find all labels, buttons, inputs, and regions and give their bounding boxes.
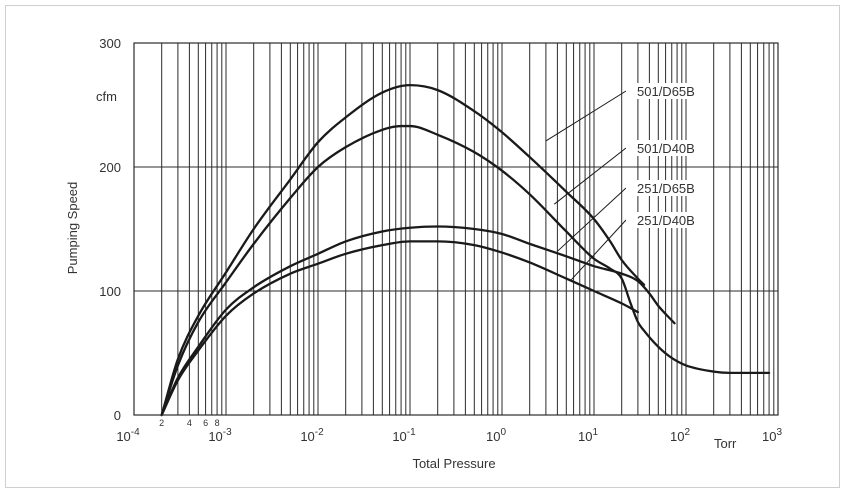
axes: 0 100 200 300 10-4 10-3 10-2 10-1 100 101 102 103 2 4… (99, 36, 782, 444)
annotation-box-501-d40b (626, 140, 712, 156)
x-tick-label: 10-4 (116, 427, 140, 444)
y-tick-label: 0 (114, 408, 121, 423)
y-axis-unit: cfm (96, 89, 117, 104)
annotation-label-501-d40b: 501/D40B (637, 141, 695, 156)
leader-line-501-d40b (553, 147, 627, 205)
y-tick-label: 200 (99, 160, 121, 175)
series-curve-501-d65b (160, 84, 646, 417)
x-axis-unit: Torr (714, 436, 737, 451)
annotation-label-501-d65b: 501/D65B (637, 84, 695, 99)
series-curve-501-d40b (160, 124, 771, 417)
y-axis-label: Pumping Speed (65, 182, 80, 275)
annotation-box-501-d65b (626, 83, 712, 99)
leader-line-251-d65b (557, 187, 627, 252)
x-tick-label: 10-2 (300, 427, 324, 444)
series-annotations: 501/D65B 501/D40B 251/D65B 251/D40B (545, 83, 712, 282)
annotation-box-251-d40b (626, 212, 712, 228)
x-tick-label: 102 (670, 427, 690, 444)
x-axis-label: Total Pressure (412, 456, 495, 471)
annotation-label-251-d65b: 251/D65B (637, 181, 695, 196)
y-tick-label: 100 (99, 284, 121, 299)
x-minor-tick-label: 6 (203, 418, 208, 428)
x-tick-label: 100 (486, 427, 506, 444)
x-tick-label: 101 (578, 427, 598, 444)
leader-line-251-d40b (569, 219, 627, 282)
y-tick-label: 300 (99, 36, 121, 51)
x-minor-tick-label: 4 (187, 418, 192, 428)
x-tick-label: 103 (762, 427, 782, 444)
annotation-box-251-d65b (626, 180, 712, 196)
x-tick-label: 10-1 (392, 427, 416, 444)
series-curve-251-d65b (160, 225, 676, 417)
plot-border (133, 42, 779, 416)
x-minor-tick-label: 2 (159, 418, 164, 428)
series-curve-251-d40b (160, 240, 640, 417)
x-minor-tick-label: 8 (215, 418, 220, 428)
annotation-label-251-d40b: 251/D40B (637, 213, 695, 228)
x-tick-label: 10-3 (208, 427, 232, 444)
leader-line-501-d65b (545, 90, 627, 142)
